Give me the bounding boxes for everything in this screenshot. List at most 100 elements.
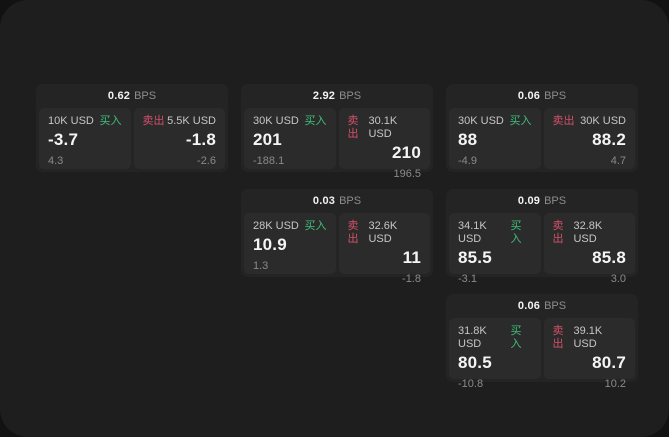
sell-amount: 39.1K USD (573, 325, 603, 350)
buy-price: 88 (458, 130, 478, 149)
buy-amount: 31.8K USD (458, 325, 487, 350)
buy-meta-row: 31.8K USD 买入 (458, 325, 532, 351)
sell-change: 3.0 (610, 273, 626, 285)
sell-price: 85.8 (592, 248, 626, 267)
sell-side-label: 卖出 (347, 115, 359, 140)
bps-unit-label: BPS (544, 195, 567, 207)
sell-meta-row: 卖出 32.8K USD (553, 220, 627, 246)
buy-amount: 10K USD (48, 115, 94, 127)
buy-side-label: 买入 (304, 220, 327, 232)
sell-panel[interactable]: 卖出 30K USD 88.2 4.7 (543, 108, 635, 169)
sell-price: 11 (402, 248, 421, 267)
buy-price: 85.5 (458, 248, 492, 267)
sell-panel[interactable]: 卖出 5.5K USD -1.8 -2.6 (133, 108, 225, 169)
bps-header: 0.06 BPS (446, 84, 638, 108)
buy-panel[interactable]: 30K USD 买入 201 -188.1 (244, 108, 336, 169)
quote-card-1: 0.62 BPS 10K USD 买入 -3.7 4.3 卖出 5.5K USD… (36, 84, 228, 172)
sell-meta-row: 卖出 30.1K USD (348, 115, 422, 141)
bps-unit-label: BPS (544, 90, 567, 102)
sell-side-label: 卖出 (552, 220, 564, 245)
buy-panel[interactable]: 10K USD 买入 -3.7 4.3 (39, 108, 131, 169)
quote-panels: 30K USD 买入 88 -4.9 卖出 30K USD 88.2 4.7 (446, 108, 638, 169)
quote-panels: 10K USD 买入 -3.7 4.3 卖出 5.5K USD -1.8 -2.… (36, 108, 228, 169)
quote-card-5: 0.09 BPS 34.1K USD 买入 85.5 -3.1 卖出 32.8K… (446, 189, 638, 285)
buy-change: -10.8 (458, 378, 484, 390)
quote-card-3: 0.06 BPS 30K USD 买入 88 -4.9 卖出 30K USD 8… (446, 84, 638, 172)
sell-side-label: 卖出 (552, 115, 575, 127)
bps-value: 0.09 (517, 195, 541, 207)
quote-panels: 30K USD 买入 201 -188.1 卖出 30.1K USD 210 1… (241, 108, 433, 180)
buy-side-label: 买入 (510, 220, 522, 245)
sell-amount: 30K USD (580, 115, 626, 127)
buy-side-label: 买入 (509, 115, 532, 127)
buy-side-label: 买入 (510, 325, 522, 350)
sell-change: 10.2 (604, 378, 626, 390)
buy-price: 80.5 (458, 353, 492, 372)
buy-panel[interactable]: 31.8K USD 买入 80.5 -10.8 (449, 318, 541, 390)
buy-panel[interactable]: 34.1K USD 买入 85.5 -3.1 (449, 213, 541, 285)
buy-meta-row: 28K USD 买入 (253, 220, 327, 233)
bps-value: 0.03 (312, 195, 336, 207)
buy-price: 201 (253, 130, 282, 149)
sell-change: -1.8 (402, 273, 421, 285)
bps-value: 0.06 (517, 300, 541, 312)
bps-header: 0.03 BPS (241, 189, 433, 213)
buy-meta-row: 10K USD 买入 (48, 115, 122, 128)
buy-change: 4.3 (48, 155, 64, 167)
sell-panel[interactable]: 卖出 32.8K USD 85.8 3.0 (543, 213, 635, 285)
sell-side-label: 卖出 (552, 325, 564, 350)
quote-card-2: 2.92 BPS 30K USD 买入 201 -188.1 卖出 30.1K … (241, 84, 433, 180)
bps-unit-label: BPS (339, 90, 362, 102)
sell-price: 88.2 (592, 130, 626, 149)
buy-change: -3.1 (458, 273, 477, 285)
sell-amount: 5.5K USD (167, 115, 216, 127)
bps-header: 0.06 BPS (446, 294, 638, 318)
sell-price: 210 (392, 143, 421, 162)
buy-change: 1.3 (253, 260, 269, 272)
sell-change: 196.5 (393, 168, 421, 180)
buy-amount: 30K USD (253, 115, 299, 127)
buy-amount: 30K USD (458, 115, 504, 127)
bps-unit-label: BPS (544, 300, 567, 312)
buy-side-label: 买入 (304, 115, 327, 127)
quote-panels: 28K USD 买入 10.9 1.3 卖出 32.6K USD 11 -1.8 (241, 213, 433, 285)
buy-amount: 34.1K USD (458, 220, 487, 245)
sell-side-label: 卖出 (142, 115, 165, 127)
sell-amount: 32.6K USD (368, 220, 398, 245)
buy-amount: 28K USD (253, 220, 299, 232)
sell-side-label: 卖出 (347, 220, 359, 245)
sell-meta-row: 卖出 39.1K USD (553, 325, 627, 351)
buy-price: 10.9 (253, 235, 287, 254)
sell-change: 4.7 (610, 155, 626, 167)
bps-unit-label: BPS (339, 195, 362, 207)
buy-panel[interactable]: 30K USD 买入 88 -4.9 (449, 108, 541, 169)
sell-amount: 32.8K USD (573, 220, 603, 245)
sell-meta-row: 卖出 32.6K USD (348, 220, 422, 246)
bps-value: 0.62 (107, 90, 131, 102)
bps-value: 0.06 (517, 90, 541, 102)
sell-panel[interactable]: 卖出 32.6K USD 11 -1.8 (338, 213, 430, 285)
bps-unit-label: BPS (134, 90, 157, 102)
sell-change: -2.6 (197, 155, 216, 167)
sell-amount: 30.1K USD (368, 115, 398, 140)
sell-panel[interactable]: 卖出 30.1K USD 210 196.5 (338, 108, 430, 180)
buy-meta-row: 30K USD 买入 (253, 115, 327, 128)
buy-meta-row: 34.1K USD 买入 (458, 220, 532, 246)
sell-meta-row: 卖出 5.5K USD (143, 115, 217, 128)
sell-meta-row: 卖出 30K USD (553, 115, 627, 128)
bps-header: 0.09 BPS (446, 189, 638, 213)
sell-panel[interactable]: 卖出 39.1K USD 80.7 10.2 (543, 318, 635, 390)
bps-header: 0.62 BPS (36, 84, 228, 108)
sell-price: 80.7 (592, 353, 626, 372)
quote-card-4: 0.03 BPS 28K USD 买入 10.9 1.3 卖出 32.6K US… (241, 189, 433, 285)
buy-panel[interactable]: 28K USD 买入 10.9 1.3 (244, 213, 336, 274)
buy-meta-row: 30K USD 买入 (458, 115, 532, 128)
bps-header: 2.92 BPS (241, 84, 433, 108)
buy-change: -188.1 (253, 155, 285, 167)
quote-panels: 31.8K USD 买入 80.5 -10.8 卖出 39.1K USD 80.… (446, 318, 638, 390)
quote-card-6: 0.06 BPS 31.8K USD 买入 80.5 -10.8 卖出 39.1… (446, 294, 638, 390)
sell-price: -1.8 (185, 130, 216, 149)
buy-change: -4.9 (458, 155, 477, 167)
buy-price: -3.7 (48, 130, 79, 149)
